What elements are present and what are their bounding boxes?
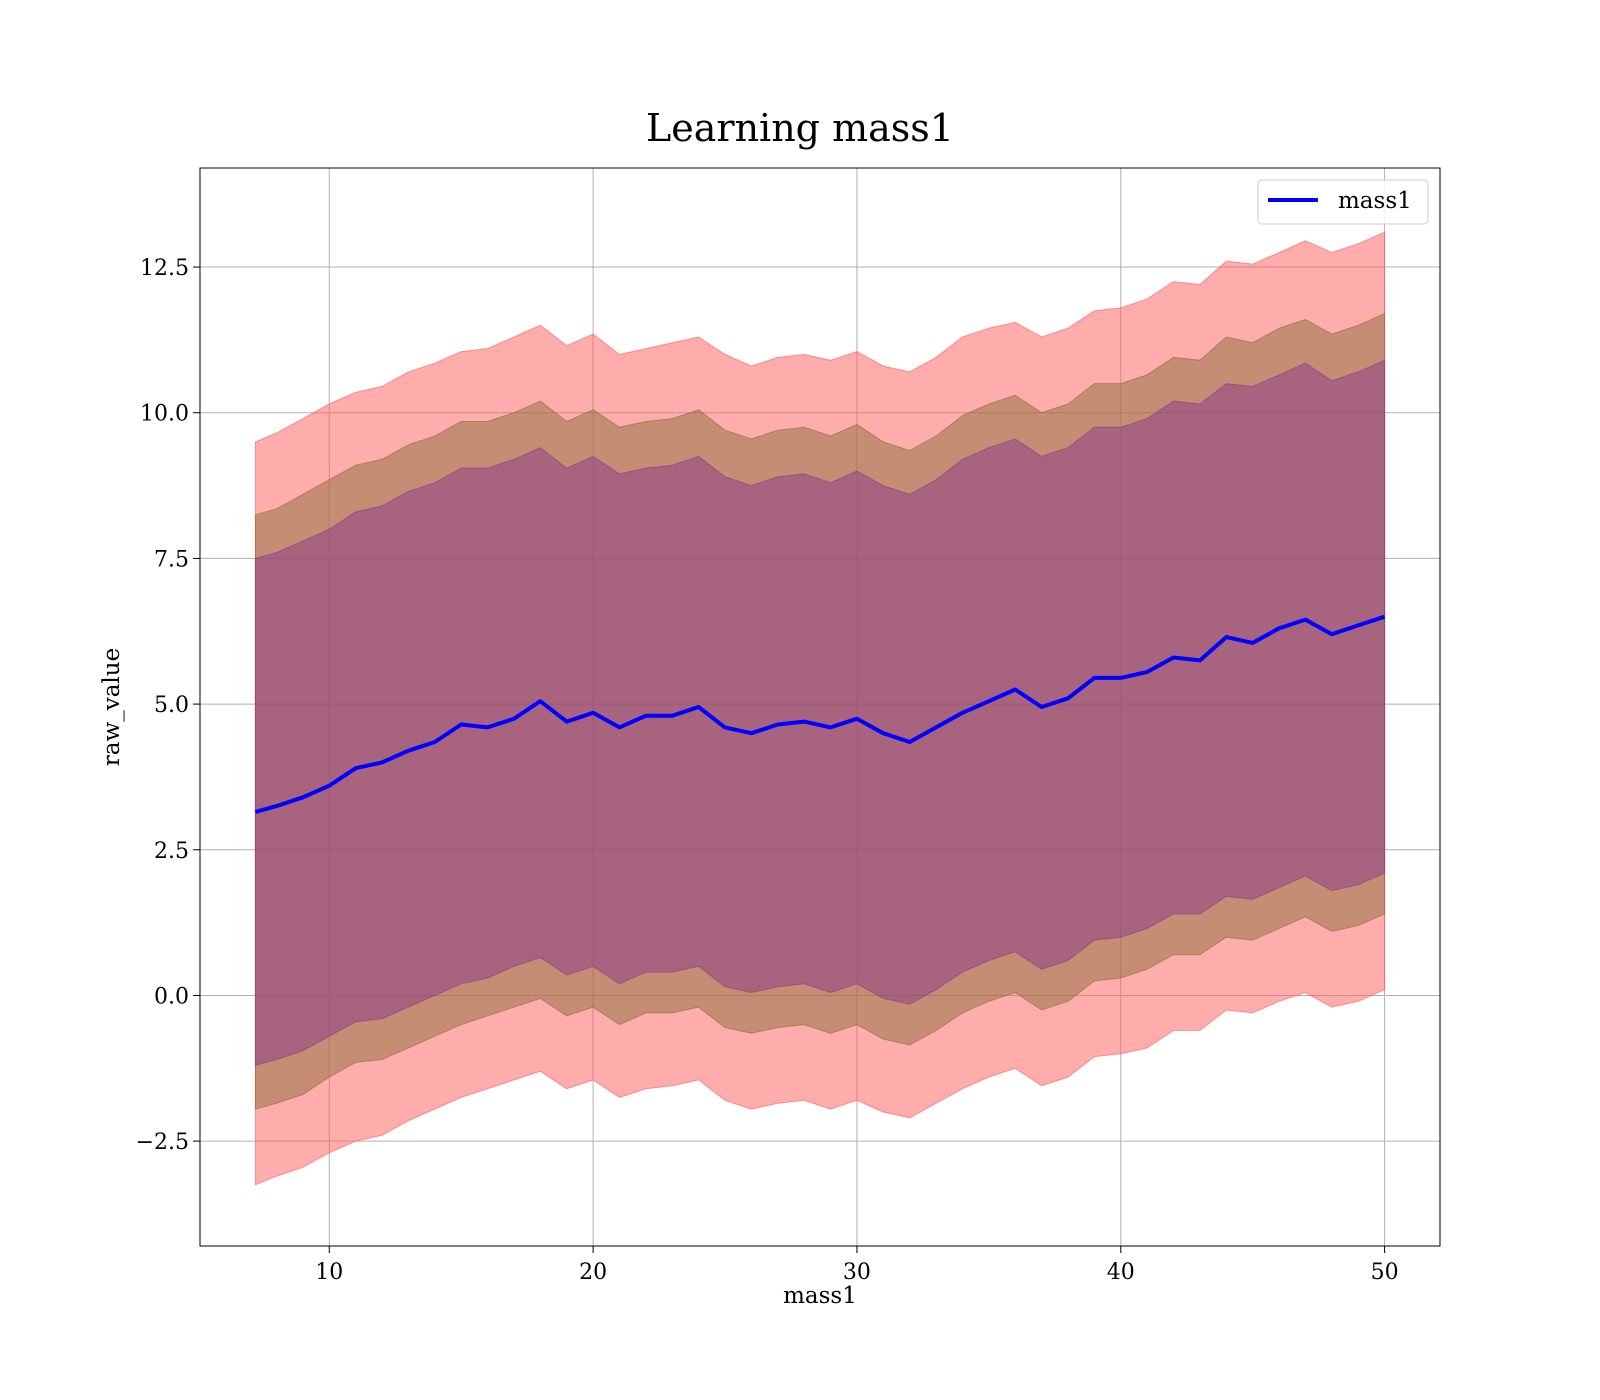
band-2 <box>254 359 1386 1067</box>
legend-label-mass1: mass1 <box>1338 188 1412 214</box>
x-tick-label-1: 20 <box>579 1260 607 1285</box>
y-tick-label-5: 10.0 <box>140 402 189 427</box>
y-tick-label-4: 7.5 <box>154 547 189 572</box>
series-lines <box>254 614 1386 814</box>
legend-box <box>1257 179 1429 225</box>
chart-title: Learning mass1 <box>646 106 954 150</box>
y-tick-label-3: 5.0 <box>154 693 189 718</box>
plot-area <box>199 167 1441 1247</box>
y-axis-ticks: −2.5 0.0 2.5 5.0 7.5 10.0 12.5 <box>136 256 200 1155</box>
y-tick-label-0: −2.5 <box>136 1130 189 1155</box>
y-axis-label: raw_value <box>99 648 125 766</box>
x-tick-label-0: 10 <box>315 1260 343 1285</box>
y-tick-label-1: 0.0 <box>154 984 189 1009</box>
x-axis-ticks: 10 20 30 40 50 <box>315 1246 1399 1285</box>
x-axis-label: mass1 <box>783 1283 857 1309</box>
legend: mass1 <box>1257 179 1429 225</box>
y-tick-label-2: 2.5 <box>154 839 189 864</box>
x-tick-label-2: 30 <box>843 1260 871 1285</box>
confidence-bands <box>254 231 1386 1186</box>
x-tick-label-4: 50 <box>1371 1260 1399 1285</box>
x-tick-label-3: 40 <box>1107 1260 1135 1285</box>
y-tick-label-6: 12.5 <box>140 256 189 281</box>
series-line-mass1 <box>254 614 1386 814</box>
